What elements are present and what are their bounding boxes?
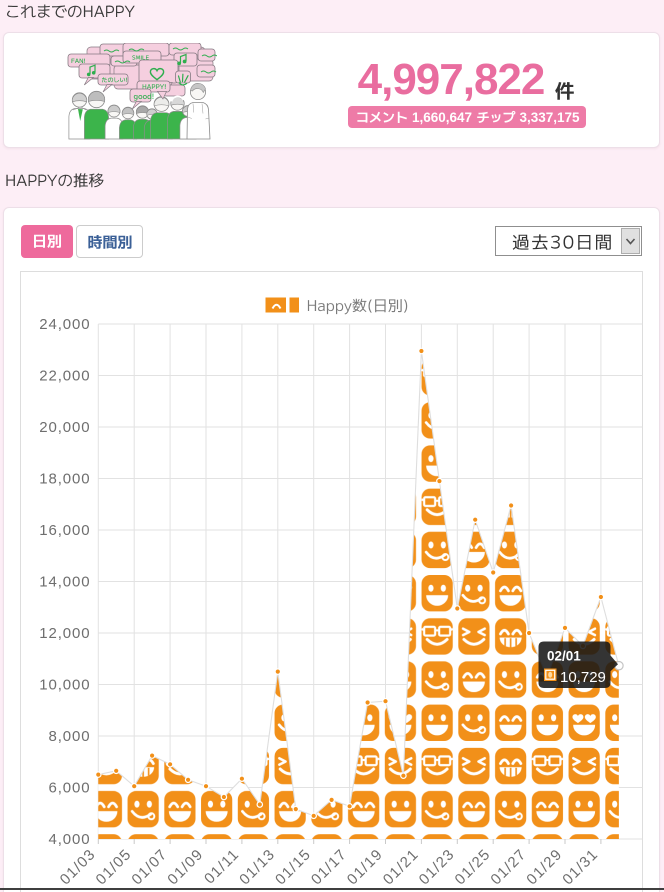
svg-text:10,000: 10,000 — [39, 677, 90, 694]
svg-text:01/23: 01/23 — [416, 846, 458, 888]
svg-text:01/21: 01/21 — [380, 846, 422, 888]
svg-text:22,000: 22,000 — [39, 368, 90, 385]
svg-text:8,000: 8,000 — [48, 728, 90, 745]
svg-text:20,000: 20,000 — [39, 419, 90, 436]
svg-text:01/25: 01/25 — [452, 846, 494, 888]
svg-text:01/17: 01/17 — [308, 846, 350, 888]
svg-text:6,000: 6,000 — [48, 780, 90, 797]
svg-text:01/07: 01/07 — [128, 846, 170, 888]
svg-text:3,337,175: 3,337,175 — [520, 110, 581, 125]
svg-text:16,000: 16,000 — [39, 522, 90, 539]
svg-text:01/19: 01/19 — [344, 846, 386, 888]
svg-text:02/01: 02/01 — [547, 649, 581, 664]
svg-text:01/29: 01/29 — [523, 846, 565, 888]
svg-text:01/27: 01/27 — [487, 846, 529, 888]
svg-text:01/13: 01/13 — [236, 846, 278, 888]
svg-text:10,729: 10,729 — [560, 669, 606, 686]
svg-text:01/05: 01/05 — [93, 846, 135, 888]
svg-text:18,000: 18,000 — [39, 471, 90, 488]
svg-text:4,000: 4,000 — [48, 831, 90, 848]
svg-text:1,660,647: 1,660,647 — [412, 110, 472, 125]
svg-text:01/11: 01/11 — [201, 846, 243, 888]
svg-text:14,000: 14,000 — [39, 574, 90, 591]
svg-text:12,000: 12,000 — [39, 625, 90, 642]
svg-text:24,000: 24,000 — [39, 316, 90, 333]
svg-text:01/03: 01/03 — [57, 846, 99, 888]
svg-text:01/15: 01/15 — [272, 846, 314, 888]
svg-text:01/31: 01/31 — [559, 846, 601, 888]
svg-text:01/09: 01/09 — [164, 846, 206, 888]
